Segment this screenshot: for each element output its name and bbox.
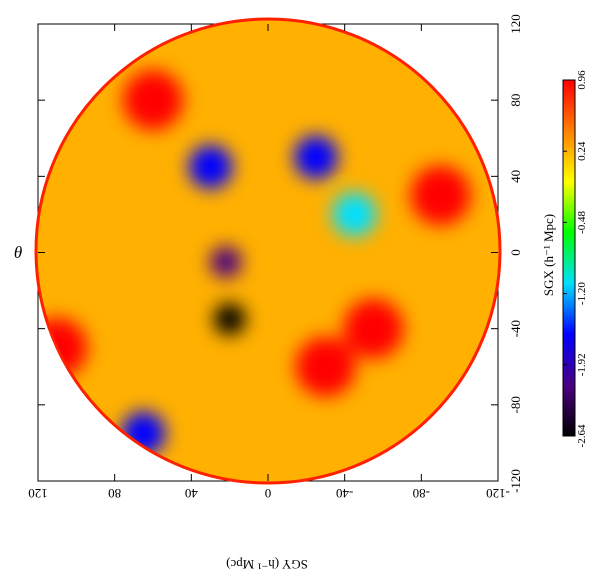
colorbar-tick-label: -1.92 bbox=[576, 353, 588, 376]
void-blob bbox=[188, 144, 233, 189]
x-tick-label: -40 bbox=[336, 486, 353, 501]
overdensity-blob bbox=[410, 165, 471, 226]
x-tick-label: -80 bbox=[413, 486, 430, 501]
panel-label: θ bbox=[14, 243, 22, 262]
void-blob bbox=[213, 303, 246, 336]
y-tick-label: 0 bbox=[508, 249, 523, 256]
x-tick-label: 80 bbox=[108, 486, 121, 501]
colorbar-tick-label: 0.24 bbox=[576, 141, 588, 161]
overdensity-blob bbox=[123, 70, 183, 131]
colorbar-tick-label: 0.96 bbox=[576, 70, 588, 90]
y-tick-label: -80 bbox=[508, 396, 523, 413]
void-blob bbox=[332, 192, 377, 237]
void-blob bbox=[209, 246, 242, 279]
void-blob bbox=[293, 135, 338, 180]
colorbar-tick-label: -1.20 bbox=[576, 282, 588, 305]
survey-boundary bbox=[34, 17, 502, 485]
y-tick-label: -120 bbox=[508, 469, 523, 493]
y-tick-label: 40 bbox=[508, 170, 523, 183]
colorbar: 0.96 0.24 -0.48 -1.20 -1.92 -2.64 bbox=[562, 70, 588, 447]
density-map bbox=[36, 19, 500, 483]
density-background bbox=[36, 19, 500, 483]
y-axis-label: SGX (h⁻¹ Mpc) bbox=[541, 214, 556, 296]
y-tick-label: 80 bbox=[508, 94, 523, 107]
axes: 120 80 40 0 -40 -80 -120 120 80 40 0 -40 -80 -120 bbox=[28, 14, 523, 501]
colorbar-tick-label: -0.48 bbox=[576, 210, 588, 233]
y-tick-label: -40 bbox=[508, 320, 523, 337]
colorbar-tick-label: -2.64 bbox=[576, 424, 588, 447]
x-tick-label: 120 bbox=[28, 486, 48, 501]
x-axis-label: SGY (h⁻¹ Mpc) bbox=[226, 557, 308, 572]
colorbar-scale bbox=[562, 79, 576, 437]
x-tick-label: -120 bbox=[486, 486, 510, 501]
x-tick-label: 0 bbox=[265, 486, 272, 501]
overdensity-blob bbox=[343, 298, 404, 359]
y-tick-label: 120 bbox=[508, 14, 523, 34]
x-tick-label: 40 bbox=[185, 486, 198, 501]
overdensity-blob bbox=[295, 336, 356, 397]
